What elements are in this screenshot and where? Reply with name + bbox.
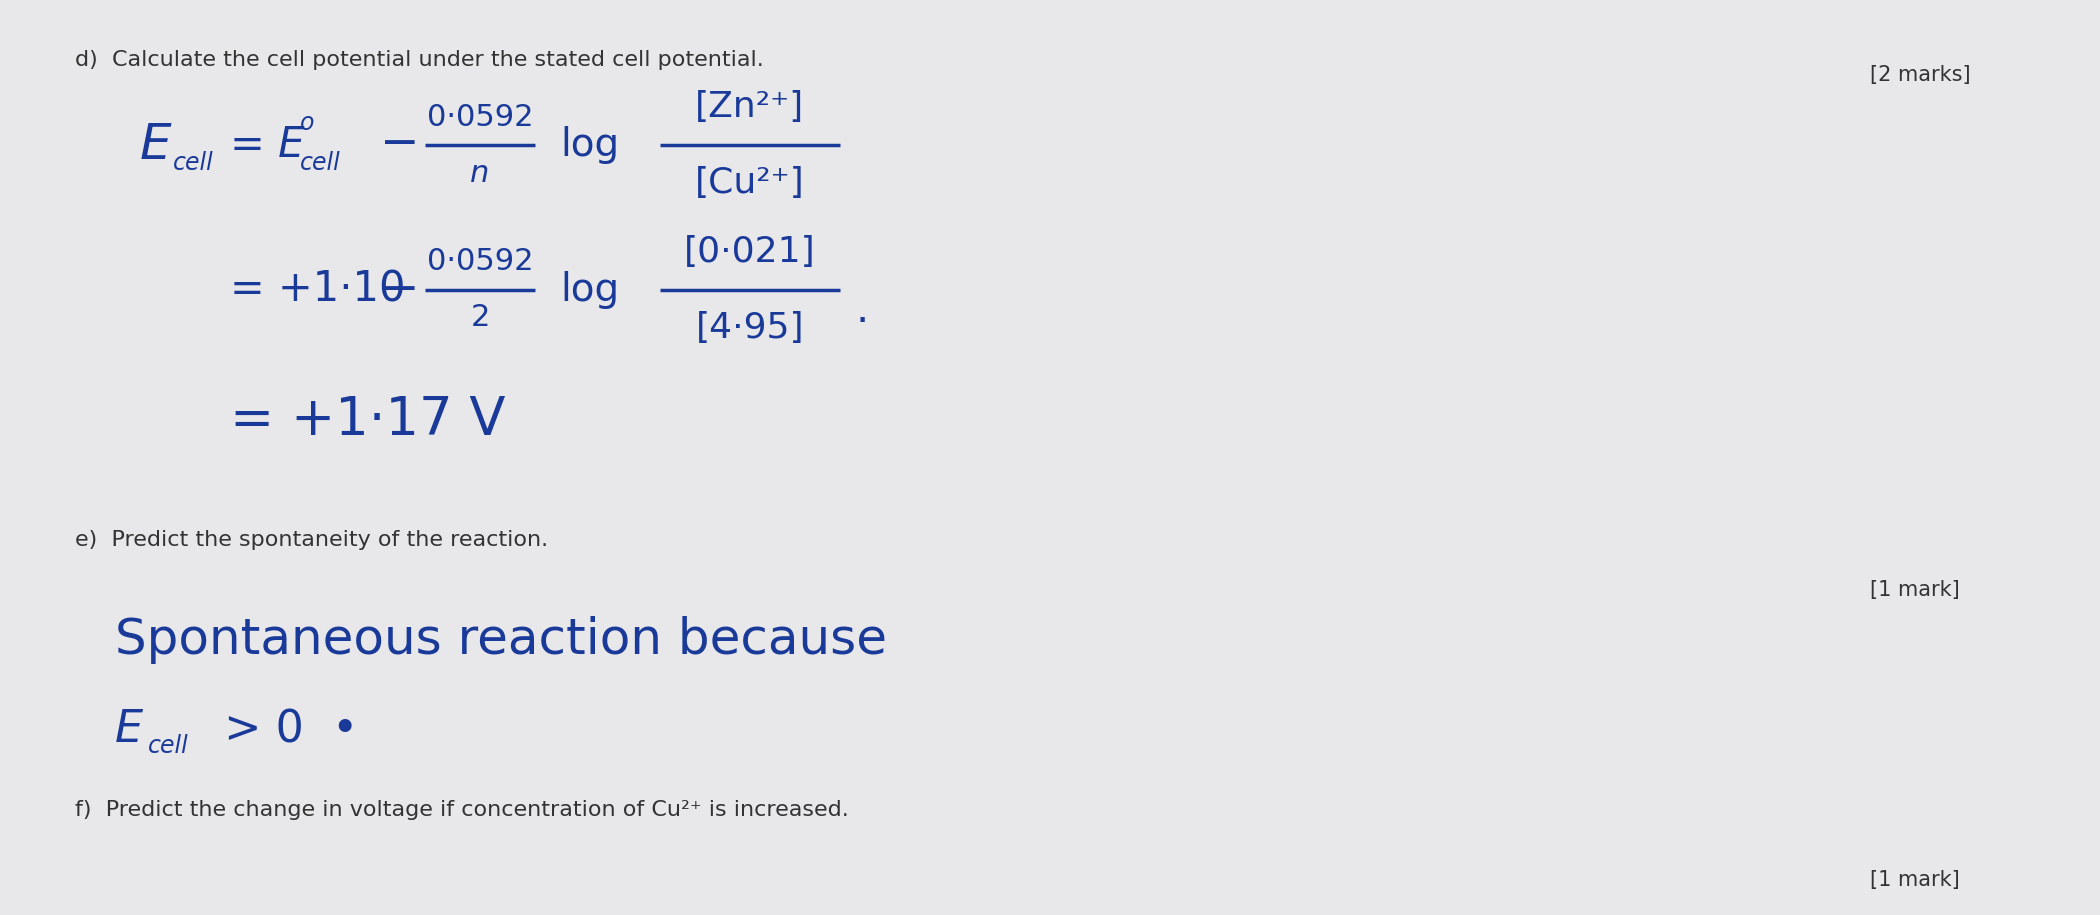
Text: log: log <box>561 271 620 309</box>
Text: [4·95]: [4·95] <box>695 311 804 345</box>
Text: cell: cell <box>172 151 214 175</box>
Text: e)  Predict the spontaneity of the reaction.: e) Predict the spontaneity of the reacti… <box>76 530 548 550</box>
Text: n: n <box>470 158 489 188</box>
Text: E: E <box>141 121 172 169</box>
Text: [1 mark]: [1 mark] <box>1869 870 1959 890</box>
Text: [1 mark]: [1 mark] <box>1869 580 1959 600</box>
Text: f)  Predict the change in voltage if concentration of Cu²⁺ is increased.: f) Predict the change in voltage if conc… <box>76 800 848 820</box>
Text: o: o <box>300 111 315 135</box>
Text: −: − <box>380 267 420 313</box>
Text: Spontaneous reaction because: Spontaneous reaction because <box>116 616 886 664</box>
Text: cell: cell <box>147 734 189 758</box>
Text: [2 marks]: [2 marks] <box>1869 65 1970 85</box>
Text: 0·0592: 0·0592 <box>426 102 533 132</box>
Text: log: log <box>561 126 620 164</box>
Text: > 0  •: > 0 • <box>210 708 359 751</box>
Text: = +1·10: = +1·10 <box>231 269 405 311</box>
Text: [Cu²⁺]: [Cu²⁺] <box>695 166 804 200</box>
Text: 2: 2 <box>470 304 489 332</box>
Text: d)  Calculate the cell potential under the stated cell potential.: d) Calculate the cell potential under th… <box>76 50 764 70</box>
Text: E: E <box>116 708 143 751</box>
Text: 0·0592: 0·0592 <box>426 247 533 276</box>
Text: .: . <box>855 289 867 331</box>
Text: = E: = E <box>231 124 304 166</box>
Text: = +1·17 V: = +1·17 V <box>231 394 506 446</box>
Text: cell: cell <box>300 151 340 175</box>
Text: [0·021]: [0·021] <box>685 235 817 269</box>
Text: [Zn²⁺]: [Zn²⁺] <box>695 90 804 124</box>
Text: −: − <box>380 123 420 167</box>
